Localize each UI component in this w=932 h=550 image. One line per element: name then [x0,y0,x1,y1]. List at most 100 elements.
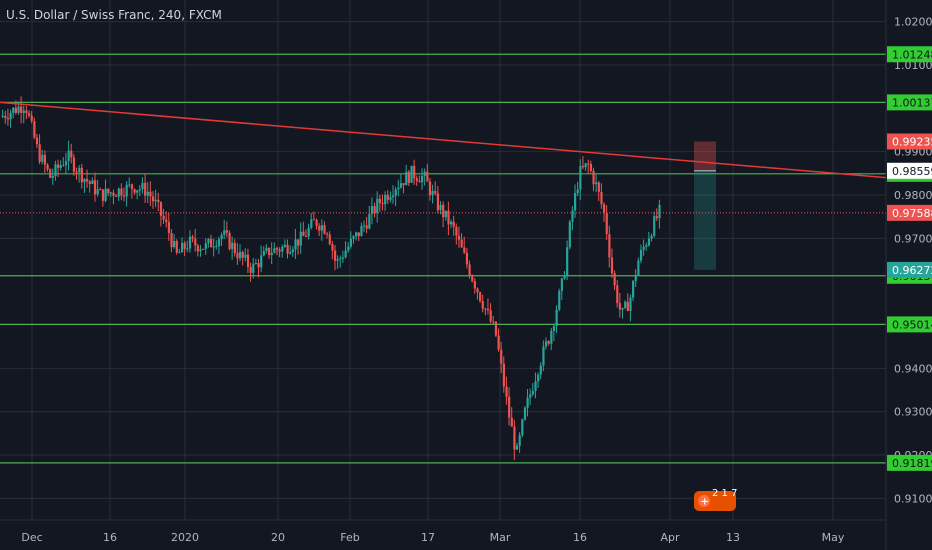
candle-body [225,230,229,233]
candle-body [629,297,632,311]
candle-body [610,257,614,274]
candle-body [70,150,73,158]
time-tick-label: 2020 [171,531,199,544]
candle-body [508,396,511,418]
candle-body [239,251,242,259]
candle-body [589,163,593,171]
candle-body [423,171,426,176]
time-tick-label: Feb [340,531,359,544]
candle-body [436,193,440,211]
candle-body [35,137,39,145]
candle-body [542,346,545,366]
candle-body [579,166,582,190]
candle-body [175,241,178,253]
candle-body [72,157,76,172]
candle-body [6,118,10,120]
candle-body [151,196,155,202]
candle-body [33,121,36,138]
candle-body [523,407,527,420]
candle-body [529,394,532,398]
candle-body [170,233,173,248]
candle-body [281,246,284,252]
candle-body [518,435,521,446]
candle-body [468,264,471,276]
candle-body [20,106,23,113]
price-axis-badges: 1.012481.001370.984890.961360.950140.918… [887,46,932,471]
time-axis[interactable]: Dec 16 2020 20 Feb 17 Mar 16 Apr 13 May [0,519,886,544]
candle-body [460,239,463,248]
candle-body [539,365,542,375]
candle-body [54,164,57,176]
candle-body [30,115,33,122]
candle-body [378,198,382,204]
candle-body [83,178,86,183]
candle-body [223,230,226,235]
candle-body [452,221,455,227]
time-tick-label: Apr [660,531,680,544]
horizontal-levels[interactable] [0,53,886,464]
candle-body [91,180,94,184]
candle-body [104,188,107,201]
candle-body [581,166,585,168]
candle-body [86,178,89,182]
candle-body [157,199,160,203]
candle-body [481,301,484,309]
candle-body [347,246,350,251]
candle-body [162,215,165,220]
candle-body [117,188,120,197]
candle-body [318,225,321,231]
candle-body [202,248,205,250]
candle-body [362,225,366,227]
candle-body [571,210,574,222]
candle-body [165,219,168,223]
trend-line-group[interactable] [0,101,887,179]
stop-loss-zone[interactable] [694,141,716,171]
candle-body [399,183,403,188]
candle-body [180,242,184,253]
candle-body [9,112,12,120]
candle-body [43,154,47,165]
candle-body [421,175,424,183]
candle-body [17,106,20,113]
time-tick-label: 20 [271,531,285,544]
candle-body [550,330,553,344]
take-profit-zone[interactable] [694,170,716,270]
time-tick-label: 17 [421,531,435,544]
chart-title: U.S. Dollar / Swiss Franc, 240, FXCM [6,8,222,22]
candle-body [384,194,387,205]
candle-body [304,235,308,237]
candle-body [373,206,376,214]
events-count: 2 1 7 [712,488,737,499]
candle-body [381,203,384,205]
current-price-badge-background [887,204,932,221]
candle-body [302,231,305,236]
stop-price-badge: 0.99235 [892,135,932,148]
candle-body [286,244,289,254]
price-tick-label: 1.02000 [894,16,932,29]
candle-body [25,110,28,114]
candle-body [297,239,300,246]
candle-body [513,426,516,450]
candle-body [587,163,590,165]
candle-body [22,110,25,113]
position-zones[interactable] [694,141,716,270]
candle-body [486,308,490,311]
time-tick-label: Dec [21,531,42,544]
candle-body [244,254,247,258]
trend-line[interactable] [0,101,887,179]
candle-body [344,250,347,258]
candle-body [442,204,445,218]
candle-body [484,308,487,310]
candle-body [93,180,97,195]
candle-body [159,202,163,216]
candle-body [233,242,236,254]
events-badge[interactable]: + 2 1 7 [694,488,737,511]
candle-body [310,219,313,228]
candle-body [141,182,144,190]
candle-body [125,184,128,197]
candle-body [526,397,529,408]
candle-body [605,212,608,235]
